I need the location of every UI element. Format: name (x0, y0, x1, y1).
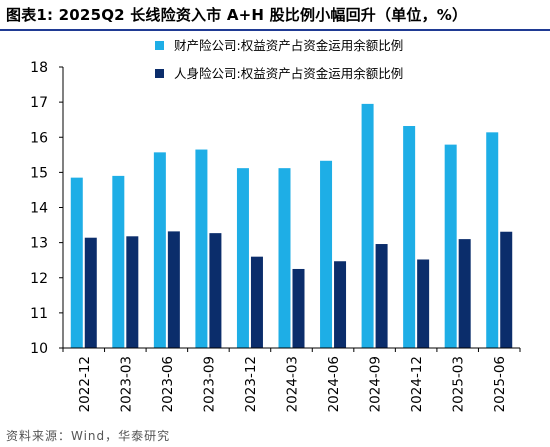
x-tick-label: 2023-09 (201, 356, 217, 412)
y-axis: 10 11 12 13 14 15 16 17 18 (30, 60, 64, 357)
y-tick-label: 15 (30, 165, 48, 181)
bar-series2-2025-03 (458, 239, 471, 348)
y-tick-label: 13 (30, 236, 48, 252)
x-tick-label: 2023-06 (160, 356, 176, 412)
x-tick-label: 2023-03 (118, 356, 134, 412)
x-tick-label: 2025-03 (451, 356, 467, 412)
x-tick-label: 2025-06 (492, 356, 508, 412)
bar-series1-2022-12 (70, 177, 83, 348)
y-tick-label: 12 (30, 271, 48, 287)
bar-series1-2024-09 (361, 103, 374, 348)
source-note: 资料来源：Wind，华泰研究 (6, 429, 171, 443)
bar-series2-2022-12 (84, 237, 97, 348)
bar-series2-2023-09 (209, 233, 222, 348)
y-tick-label: 11 (30, 306, 48, 322)
y-tick-label: 16 (30, 130, 48, 146)
bar-series1-2024-03 (278, 168, 291, 348)
x-tick-label: 2024-12 (409, 356, 425, 412)
y-tick-label: 14 (30, 201, 48, 217)
bar-series1-2025-06 (486, 132, 499, 348)
bar-series1-2024-12 (403, 126, 416, 348)
legend-label-2: 人身险公司:权益资产占资金运用余额比例 (174, 66, 403, 81)
bar-series2-2023-03 (126, 236, 139, 348)
x-tick-label: 2024-09 (368, 356, 384, 412)
bar-series1-2024-06 (320, 160, 333, 348)
title-divider (0, 29, 550, 31)
bar-series2-2024-03 (292, 268, 305, 348)
bars (70, 103, 513, 348)
y-tick-label: 17 (30, 95, 48, 111)
bar-series1-2025-03 (444, 144, 457, 348)
x-tick-label: 2024-03 (285, 356, 301, 412)
bar-series2-2024-06 (334, 261, 347, 348)
bar-series1-2023-06 (153, 152, 166, 348)
bar-series2-2024-09 (375, 244, 388, 348)
bar-series2-2025-06 (500, 231, 513, 348)
bar-series1-2023-09 (195, 149, 208, 348)
legend-label-1: 财产险公司:权益资产占资金运用余额比例 (174, 38, 403, 53)
legend-swatch-1 (155, 41, 164, 50)
bar-series2-2023-12 (250, 256, 263, 348)
y-tick-label: 18 (30, 60, 48, 76)
bar-series1-2023-12 (236, 168, 249, 348)
bar-series2-2024-12 (417, 259, 430, 348)
bar-series2-2023-06 (167, 231, 180, 348)
bar-series1-2023-03 (112, 175, 125, 348)
y-tick-label: 10 (30, 341, 48, 357)
legend-swatch-2 (155, 69, 164, 78)
chart-title: 图表1: 2025Q2 长线险资入市 A+H 股比例小幅回升（单位，%） (6, 6, 468, 24)
x-tick-label: 2023-12 (243, 356, 259, 412)
x-tick-label: 2024-06 (326, 356, 342, 412)
x-tick-label: 2022-12 (77, 356, 93, 412)
x-axis: 2022-12 2023-03 2023-06 2023-09 2023-12 2024-… (62, 347, 521, 412)
